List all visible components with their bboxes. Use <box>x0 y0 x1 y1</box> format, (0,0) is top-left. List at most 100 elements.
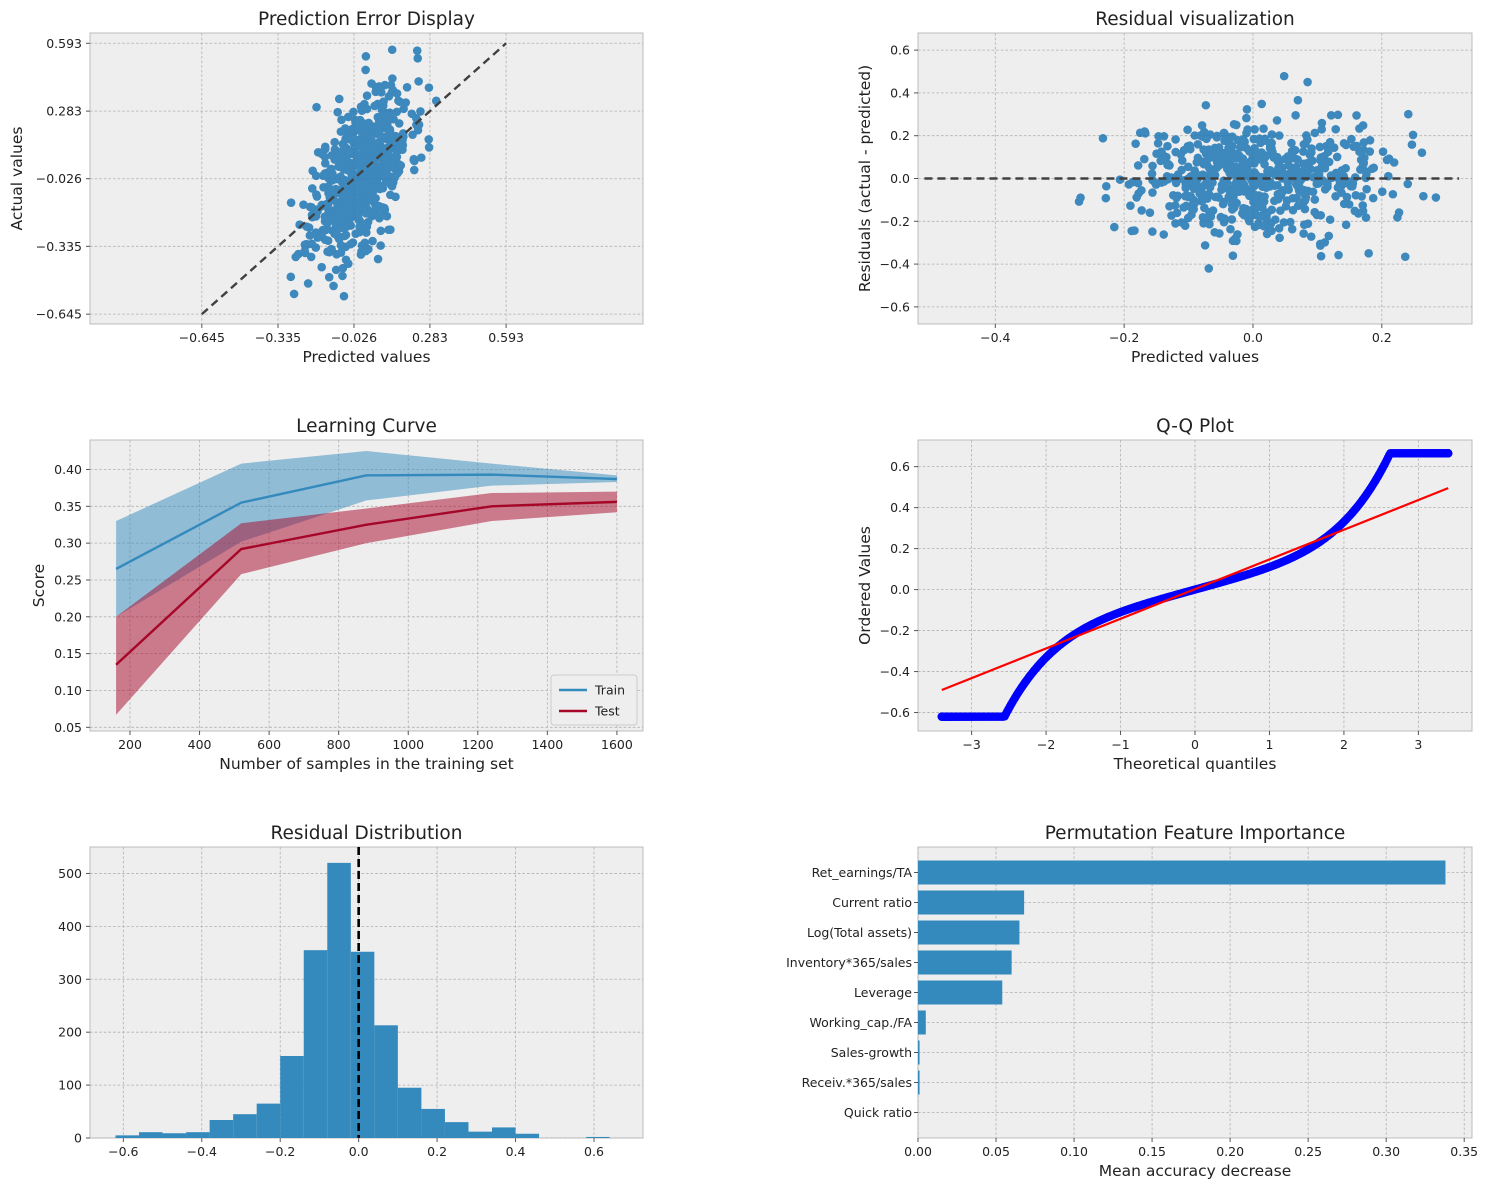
scatter-point <box>1377 187 1387 196</box>
scatter-point <box>376 226 386 236</box>
x-tick-label: 0.05 <box>982 1144 1010 1159</box>
scatter-point <box>371 193 380 203</box>
histogram-bar <box>444 1122 469 1138</box>
scatter-point <box>1205 183 1215 192</box>
line-train <box>115 473 617 570</box>
x-tick-label: 0.283 <box>412 330 448 345</box>
scatter-point <box>1193 140 1203 149</box>
scatter-point <box>367 135 376 145</box>
scatter-point <box>1331 168 1341 178</box>
scatter-point <box>324 272 334 282</box>
y-tick-label: 0 <box>74 1131 82 1146</box>
scatter-point <box>339 291 349 301</box>
x-axis-label: Predicted values <box>302 348 430 366</box>
scatter-point <box>1219 128 1229 138</box>
scatter-point <box>361 228 371 237</box>
histogram-bar <box>209 1120 234 1138</box>
scatter-point <box>396 161 406 170</box>
scatter-point <box>409 154 419 164</box>
scatter-point <box>353 211 363 220</box>
scatter-point <box>1148 227 1157 236</box>
scatter-point <box>1198 193 1208 203</box>
chart-qq_plot: −3 −2 −1 0 1 2 3 −0.6 −0.4 −0.2 0.0 0.2 0.4 0.6 Q-Q Pl… <box>856 416 1473 773</box>
scatter-point <box>320 158 330 168</box>
chart-learning_curve: 200 400 600 800 1000 1200 1400 1600 0.05 0.10 0.15… <box>30 416 644 773</box>
scatter-point <box>1241 204 1251 214</box>
scatter-point <box>1190 131 1200 140</box>
y-tick-label: 100 <box>58 1078 82 1093</box>
scatter-point <box>1283 183 1293 192</box>
chart-permutation_importance: 0.00 0.05 0.10 0.15 0.20 0.25 0.30 0.35 Permutat… <box>786 823 1478 1180</box>
scatter-point <box>413 125 423 135</box>
scatter-point <box>362 128 372 137</box>
scatter-point <box>317 229 327 238</box>
y-tick-label: 0.4 <box>890 85 910 100</box>
scatter-point <box>336 215 345 225</box>
scatter-point <box>362 104 372 114</box>
scatter-point <box>1179 203 1188 212</box>
scatter-point <box>1239 187 1249 196</box>
y-tick-label: 400 <box>58 919 82 934</box>
scatter-point <box>1171 135 1180 144</box>
scatter-point <box>391 140 401 150</box>
scatter-point <box>338 263 348 273</box>
histogram-bar <box>374 1025 398 1138</box>
x-tick-label: 0.00 <box>904 1144 932 1159</box>
scatter-point <box>346 239 355 249</box>
scatter-point <box>388 74 397 83</box>
scatter-point <box>1267 130 1277 139</box>
scatter-point <box>1208 206 1218 215</box>
scatter-point <box>330 155 340 164</box>
x-tick-label: 3 <box>1414 737 1422 752</box>
x-tick-label: 0.25 <box>1294 1144 1322 1159</box>
chart-residual_distribution: −0.6 −0.4 −0.2 0.0 0.2 0.4 0.6 0 100 200 300 400 500… <box>58 823 644 1159</box>
scatter-point <box>390 152 400 162</box>
y-tick-label: 0.35 <box>54 499 82 514</box>
scatter-point <box>1192 158 1202 167</box>
scatter-point <box>1171 147 1180 157</box>
legend-train-label: Train <box>594 683 625 698</box>
y-tick-label: 0.2 <box>890 128 910 143</box>
feature-label: Log(Total assets) <box>807 925 912 940</box>
scatter-point <box>329 281 338 291</box>
scatter-point <box>1200 203 1209 213</box>
scatter-point <box>339 164 349 174</box>
scatter-point <box>1262 229 1272 239</box>
scatter-point <box>1148 188 1157 197</box>
scatter-point <box>1226 224 1235 234</box>
x-tick-label: −0.6 <box>108 1144 138 1159</box>
scatter-point <box>1273 194 1283 204</box>
feature-label: Ret_earnings/TA <box>812 865 913 880</box>
scatter-point <box>337 115 346 125</box>
x-axis-label: Mean accuracy decrease <box>1099 1162 1292 1180</box>
band-train <box>116 451 617 617</box>
x-tick-label: 0.2 <box>427 1144 447 1159</box>
scatter-point <box>320 212 330 222</box>
x-tick-label: −0.645 <box>179 330 225 345</box>
scatter-point <box>375 125 385 135</box>
scatter-point <box>1139 154 1149 164</box>
scatter-point <box>386 190 395 200</box>
scatter-point <box>1242 113 1251 123</box>
scatter-point <box>1244 169 1254 178</box>
scatter-point <box>1302 131 1311 140</box>
x-tick-label: 0.0 <box>349 1144 369 1159</box>
scatter-point <box>1274 163 1283 173</box>
scatter-point <box>286 198 296 207</box>
y-tick-label: 0.6 <box>890 43 910 58</box>
x-tick-label: −3 <box>962 737 980 752</box>
scatter-point <box>1347 134 1356 144</box>
scatter-series <box>286 45 441 301</box>
scatter-point <box>1250 177 1260 187</box>
histogram <box>115 862 610 1138</box>
scatter-point <box>1101 181 1111 191</box>
qq-point <box>1443 449 1453 458</box>
scatter-point <box>379 210 389 220</box>
x-axis-label: Predicted values <box>1131 348 1259 366</box>
scatter-point <box>363 180 373 190</box>
scatter-point <box>1315 142 1325 152</box>
scatter-point <box>1368 193 1378 203</box>
scatter-point <box>1324 231 1334 241</box>
scatter-point <box>1215 229 1224 238</box>
